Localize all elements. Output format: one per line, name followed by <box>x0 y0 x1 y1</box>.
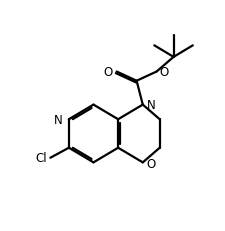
Text: O: O <box>103 66 112 79</box>
Text: O: O <box>159 66 168 79</box>
Text: N: N <box>54 113 62 126</box>
Text: N: N <box>146 99 155 112</box>
Text: Cl: Cl <box>36 152 47 164</box>
Text: O: O <box>146 158 155 171</box>
